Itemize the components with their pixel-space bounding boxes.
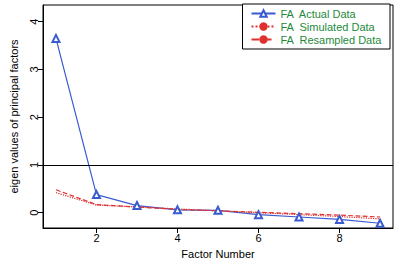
svg-text:FA Actual Data: FA Actual Data: [281, 8, 357, 20]
svg-text:8: 8: [336, 232, 342, 244]
svg-text:2: 2: [28, 114, 40, 120]
svg-text:eigen values of principal fact: eigen values of principal factors: [8, 39, 20, 194]
svg-text:4: 4: [28, 19, 40, 25]
svg-text:0: 0: [28, 210, 40, 216]
svg-text:FA Simulated Data: FA Simulated Data: [281, 21, 376, 33]
svg-text:FA Resampled Data: FA Resampled Data: [281, 34, 383, 46]
svg-text:4: 4: [174, 232, 180, 244]
svg-text:1: 1: [28, 162, 40, 168]
svg-text:2: 2: [93, 232, 99, 244]
svg-text:3: 3: [28, 66, 40, 72]
svg-text:6: 6: [255, 232, 261, 244]
svg-text:Factor Number: Factor Number: [181, 248, 255, 260]
